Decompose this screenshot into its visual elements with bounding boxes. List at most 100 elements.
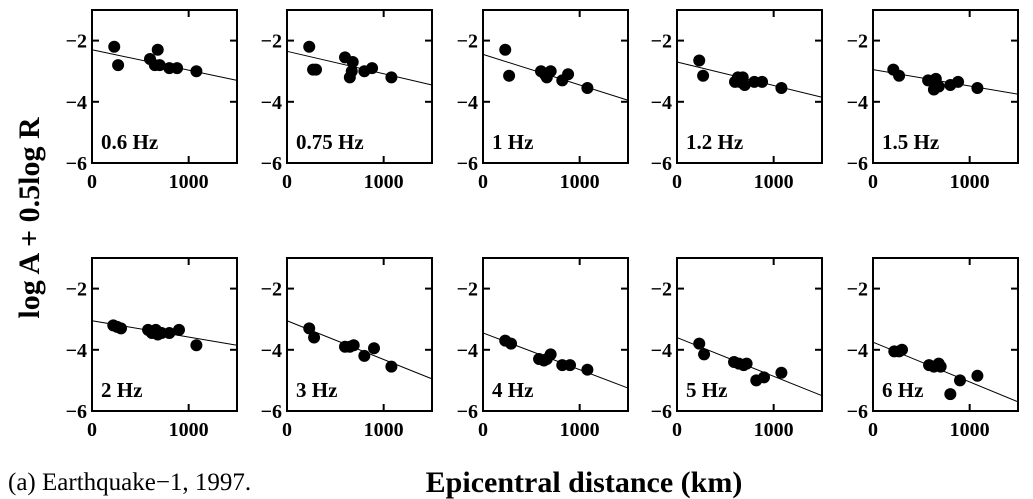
panel-9: −2 −4 −60 1000 5 Hz	[651, 257, 823, 441]
data-point	[499, 43, 512, 56]
data-point	[151, 43, 164, 56]
fit-line	[482, 53, 629, 101]
panel-label: 3 Hz	[296, 378, 337, 402]
data-point	[173, 323, 185, 336]
y-tick-label: −6	[261, 401, 282, 423]
y-tick-label: −4	[66, 340, 87, 362]
y-tick-label: −4	[847, 92, 868, 114]
data-point	[153, 59, 166, 72]
panel-label: 2 Hz	[101, 378, 142, 402]
x-tick-label: 0	[87, 171, 97, 193]
data-point	[171, 62, 184, 75]
panel-frame	[676, 257, 823, 412]
data-point	[581, 363, 594, 376]
data-point	[505, 337, 518, 350]
data-point	[758, 371, 770, 384]
x-tick-label: 1000	[364, 419, 404, 441]
y-tick-label: −6	[457, 153, 478, 175]
panel-frame	[91, 9, 238, 164]
panel-label: 6 Hz	[882, 378, 923, 402]
data-point	[115, 322, 127, 335]
data-point	[190, 339, 203, 352]
panel-frame	[482, 9, 629, 164]
y-tick-label: −4	[457, 92, 478, 114]
panel-frame	[286, 257, 433, 412]
data-point	[544, 348, 557, 361]
y-tick-label: −2	[651, 279, 672, 301]
x-tick-label: 1000	[364, 171, 404, 193]
data-point	[308, 331, 321, 344]
data-point	[503, 69, 516, 82]
panel-5: −2 −4 −60 1000 1.5 Hz	[847, 9, 1019, 193]
y-tick-label: −6	[847, 401, 868, 423]
data-point	[693, 337, 706, 350]
data-point	[693, 54, 706, 67]
panel-frame	[676, 9, 823, 164]
panel-label: 1.2 Hz	[686, 130, 743, 154]
y-tick-label: −4	[651, 340, 672, 362]
data-point	[385, 360, 398, 373]
x-axis-title: Epicentral distance (km)	[426, 466, 743, 499]
data-point	[562, 68, 575, 81]
panel-4: −2 −4 −60 1000 1.2 Hz	[651, 9, 823, 193]
y-tick-label: −4	[261, 92, 282, 114]
data-point	[368, 342, 380, 355]
x-tick-label: 0	[478, 171, 488, 193]
y-tick-label: −4	[457, 340, 478, 362]
panel-3: −2 −4 −60 1000 1 Hz	[457, 9, 629, 193]
y-tick-label: −2	[261, 31, 282, 53]
data-point	[303, 40, 316, 53]
panel-frame	[872, 257, 1019, 412]
data-point	[564, 359, 576, 372]
panel-6: −2 −4 −60 1000 2 Hz	[66, 257, 238, 441]
x-tick-label: 1000	[754, 171, 794, 193]
y-tick-label: −2	[457, 31, 478, 53]
x-tick-label: 0	[868, 419, 878, 441]
y-tick-label: −6	[651, 153, 672, 175]
data-point	[740, 357, 753, 370]
y-tick-label: −2	[651, 31, 672, 53]
y-tick-label: −2	[847, 279, 868, 301]
data-point	[971, 369, 984, 382]
data-point	[347, 339, 360, 352]
y-tick-label: −4	[261, 340, 282, 362]
data-point	[345, 65, 358, 78]
y-tick-label: −6	[847, 153, 868, 175]
data-point	[775, 82, 788, 95]
y-tick-label: −6	[66, 401, 87, 423]
data-point	[163, 326, 176, 339]
data-point	[698, 348, 711, 361]
data-point	[896, 343, 908, 356]
y-tick-label: −2	[457, 279, 478, 301]
x-tick-label: 0	[282, 419, 292, 441]
x-tick-label: 1000	[560, 171, 600, 193]
x-tick-label: 0	[87, 419, 97, 441]
y-tick-label: −2	[66, 279, 87, 301]
x-tick-label: 1000	[950, 419, 990, 441]
figure-caption: (a) Earthquake−1, 1997.	[8, 469, 251, 496]
x-tick-label: 1000	[560, 419, 600, 441]
data-point	[756, 75, 769, 88]
panel-7: −2 −4 −60 1000 3 Hz	[261, 257, 433, 441]
panel-label: 5 Hz	[686, 378, 727, 402]
data-point	[358, 349, 371, 362]
data-point	[738, 78, 751, 91]
y-axis-title: log A + 0.5log R	[13, 117, 46, 319]
data-point	[310, 63, 322, 76]
y-tick-label: −6	[651, 401, 672, 423]
panel-1: −2 −4 −60 1000 0.6 Hz	[66, 9, 238, 193]
panel-frame	[286, 9, 433, 164]
y-tick-label: −6	[457, 401, 478, 423]
data-point	[893, 69, 906, 82]
x-tick-label: 1000	[950, 171, 990, 193]
x-tick-label: 1000	[169, 171, 209, 193]
data-point	[581, 82, 594, 95]
data-point	[346, 56, 359, 69]
data-point	[934, 360, 947, 373]
data-point	[971, 82, 984, 95]
data-point	[385, 71, 398, 84]
x-tick-label: 1000	[754, 419, 794, 441]
data-point	[775, 366, 788, 379]
